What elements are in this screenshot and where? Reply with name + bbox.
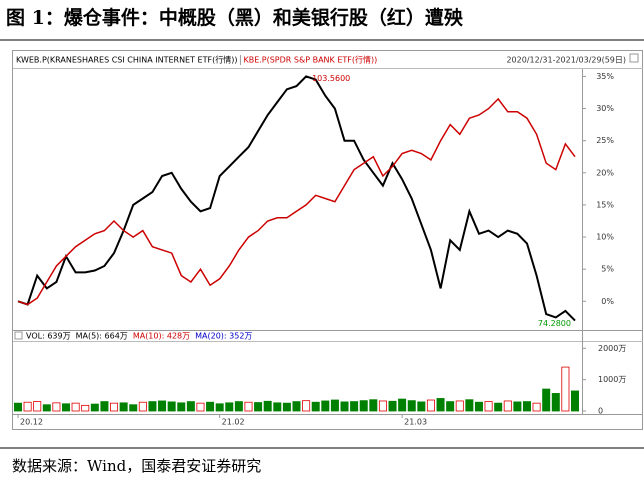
volume-bar [321, 400, 330, 412]
volume-bar [417, 401, 426, 412]
volume-bar [254, 402, 263, 412]
volume-bar [273, 402, 282, 412]
volume-bar [378, 400, 387, 412]
y-tick-label: 10% [596, 233, 614, 242]
y-tick-label: 0% [601, 297, 614, 306]
volume-bar [196, 402, 205, 412]
x-tick-label: 20.12 [20, 418, 43, 427]
series-line [17, 75, 576, 322]
volume-bar [52, 402, 61, 412]
volume-bar [42, 404, 51, 412]
y-tick-label: 2000万 [598, 344, 626, 353]
indicator: MA(20): 352万 [195, 332, 252, 341]
x-tick-label: 21.03 [404, 418, 427, 427]
volume-bar [177, 402, 186, 412]
volume-bar [119, 402, 128, 412]
volume-bar [484, 401, 493, 412]
indicator: VOL: 639万 [26, 332, 71, 341]
y-tick-label: 15% [596, 200, 614, 209]
volume-bar [129, 404, 138, 412]
volume-bar [100, 401, 109, 412]
volume-bar [282, 402, 291, 412]
volume-bar [398, 398, 407, 412]
volume-bar [81, 404, 90, 412]
header-icon [629, 53, 639, 63]
chart-frame [12, 50, 643, 430]
panel-icon [14, 331, 23, 340]
volume-bar [292, 401, 301, 412]
y-tick-label: 35% [596, 72, 614, 81]
volume-bar [570, 390, 580, 412]
volume-bar [71, 402, 80, 412]
volume-bar [359, 400, 368, 412]
y-tick-label: 30% [596, 104, 614, 113]
indicator: MA(5): 664万 [76, 332, 128, 341]
volume-bar [330, 399, 339, 412]
volume-bar [532, 402, 541, 412]
volume-bar [494, 402, 503, 412]
volume-bar [446, 401, 455, 412]
volume-bar [340, 401, 349, 412]
volume-bar [110, 402, 119, 412]
volume-bar [522, 401, 531, 412]
volume-bar [302, 400, 311, 412]
volume-bar [23, 401, 32, 412]
volume-bar [206, 401, 215, 412]
x-tick-label: 21.02 [222, 418, 245, 427]
volume-bar [234, 401, 243, 412]
volume-bar [158, 400, 167, 412]
volume-bar [167, 401, 176, 412]
volume-bar [436, 398, 445, 412]
volume-bar [542, 388, 551, 412]
figure-title: 图 1：爆仓事件：中概股（黑）和美银行股（红）遭殃 [6, 6, 463, 29]
volume-bar [503, 400, 512, 412]
volume-bar [407, 400, 416, 412]
annotation: 74.2800 [538, 319, 571, 328]
volume-bar [551, 393, 560, 412]
legend-entry: KBE.P(SPDR S&P BANK ETF(行情)) [243, 55, 377, 65]
source-note: 数据来源：Wind，国泰君安证券研究 [12, 457, 261, 475]
legend-entry: KWEB.P(KRANESHARES CSI CHINA INTERNET ET… [16, 55, 237, 65]
volume-bar [225, 402, 234, 412]
volume-bar [388, 400, 397, 412]
volume-bar [90, 403, 99, 412]
volume-bar [263, 400, 272, 412]
volume-bar [62, 403, 71, 412]
y-tick-label: 5% [601, 265, 614, 274]
indicator: MA(10): 428万 [133, 332, 190, 341]
volume-bar [311, 401, 320, 412]
volume-bar [455, 400, 464, 412]
date-range: 2020/12/31-2021/03/29(59日) [506, 56, 626, 65]
volume-bar [186, 401, 195, 412]
volume-bar [138, 401, 147, 412]
y-tick-label: 1000万 [598, 375, 626, 384]
volume-bar [215, 403, 224, 412]
annotation: 103.5600 [312, 74, 350, 83]
volume-bar [513, 401, 522, 412]
volume-bar [33, 401, 42, 412]
y-tick-label: 0 [598, 407, 603, 416]
volume-bar [561, 366, 570, 412]
volume-bar [474, 401, 483, 412]
volume-bar [244, 401, 253, 412]
y-tick-label: 20% [596, 168, 614, 177]
volume-bar [369, 399, 378, 412]
volume-bar [13, 402, 23, 412]
volume-bar [426, 399, 435, 412]
volume-bar [465, 399, 474, 412]
y-tick-label: 25% [596, 136, 614, 145]
volume-bar [148, 401, 157, 412]
volume-bar [350, 401, 359, 412]
series-line [17, 97, 576, 306]
